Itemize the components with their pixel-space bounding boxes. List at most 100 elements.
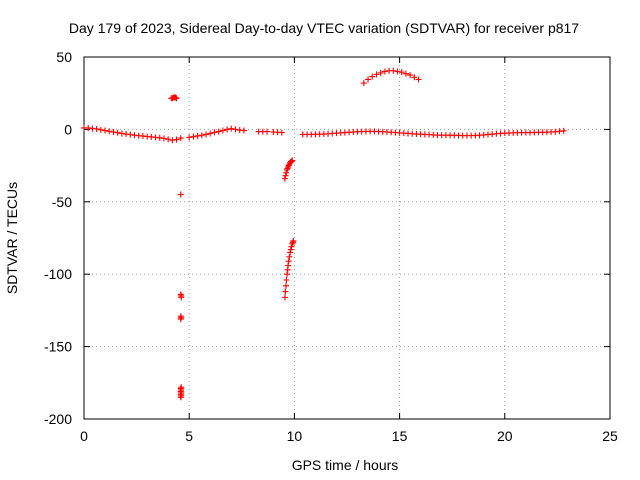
data-point: [278, 129, 285, 136]
data-point: [178, 294, 185, 301]
y-tick-label: -50: [52, 194, 72, 210]
data-point: [286, 253, 293, 260]
data-point: [289, 240, 296, 247]
y-tick-label: -150: [44, 339, 72, 355]
data-point: [172, 94, 179, 101]
data-point: [377, 69, 384, 76]
data-point: [194, 132, 201, 139]
data-point: [97, 126, 104, 133]
data-point: [232, 126, 239, 133]
chart-title: Day 179 of 2023, Sidereal Day-to-day VTE…: [69, 20, 579, 36]
data-point: [287, 249, 294, 256]
data-point: [118, 130, 125, 137]
x-tick-label: 5: [185, 428, 193, 444]
tick-labels: 0 5 10 15 20 25 -200 -150 -100 -50 0 50: [44, 49, 618, 444]
data-point: [224, 126, 231, 133]
plot-frame: [83, 56, 611, 420]
data-point: [394, 68, 401, 75]
data-point: [282, 282, 289, 289]
series-segment-2: [186, 125, 247, 141]
data-point: [560, 127, 567, 134]
data-point: [240, 127, 247, 134]
data-points: [81, 67, 567, 401]
data-point: [177, 191, 184, 198]
data-point: [281, 175, 288, 182]
data-point: [283, 276, 290, 283]
data-point: [284, 271, 291, 278]
data-point: [285, 164, 292, 171]
data-point: [264, 128, 271, 135]
data-point: [114, 129, 121, 136]
data-point: [365, 76, 372, 83]
x-tick-label: 20: [497, 428, 513, 444]
data-point: [211, 129, 218, 136]
data-point: [284, 165, 291, 172]
data-point: [215, 128, 222, 135]
data-point: [390, 67, 397, 74]
data-point: [285, 262, 292, 269]
data-point: [282, 288, 289, 295]
x-tick-label: 10: [287, 428, 303, 444]
series-arc: [360, 67, 422, 87]
data-point: [411, 74, 418, 81]
data-point: [177, 135, 184, 142]
data-point: [289, 157, 296, 164]
data-point: [290, 237, 297, 244]
data-point: [369, 73, 376, 80]
data-point: [228, 125, 235, 132]
data-point: [281, 294, 288, 301]
axis-ticks: [83, 56, 611, 420]
series-jump-4.3: [168, 94, 180, 102]
x-tick-label: 0: [80, 428, 88, 444]
data-point: [127, 131, 134, 138]
data-point: [198, 132, 205, 139]
data-point: [85, 124, 92, 131]
data-point: [173, 95, 180, 102]
data-point: [203, 131, 210, 138]
data-point: [415, 76, 422, 83]
data-point: [288, 158, 295, 165]
series-baseline: [81, 124, 184, 144]
data-point: [156, 134, 163, 141]
data-point: [110, 129, 117, 136]
data-point: [402, 70, 409, 77]
data-point: [177, 394, 184, 401]
data-point: [190, 133, 197, 140]
series-drop-9.6: [281, 157, 297, 301]
data-point: [177, 316, 184, 323]
data-point: [173, 136, 180, 143]
series-segment-3: [255, 128, 285, 136]
series-drop-4.6: [177, 191, 185, 401]
y-tick-label: -100: [44, 266, 72, 282]
data-point: [219, 127, 226, 134]
data-point: [160, 135, 167, 142]
data-point: [285, 258, 292, 265]
y-tick-label: 50: [56, 49, 72, 65]
series-segment-4: [299, 127, 567, 139]
data-point: [373, 71, 380, 78]
data-point: [381, 68, 388, 75]
data-point: [169, 137, 176, 144]
data-point: [102, 127, 109, 134]
y-axis-label: SDTVAR / TECUs: [4, 182, 20, 294]
y-tick-label: 0: [64, 121, 72, 137]
data-point: [165, 136, 172, 143]
data-point: [360, 80, 367, 87]
x-axis-label: GPS time / hours: [292, 457, 399, 473]
data-point: [398, 69, 405, 76]
data-point: [207, 130, 214, 137]
data-point: [283, 169, 290, 176]
data-point: [186, 134, 193, 141]
data-point: [287, 246, 294, 253]
data-point: [123, 131, 130, 138]
y-tick-label: -200: [44, 411, 72, 427]
x-tick-label: 25: [602, 428, 618, 444]
grid-lines: [84, 57, 610, 419]
data-point: [93, 125, 100, 132]
data-point: [407, 72, 414, 79]
data-point: [282, 172, 289, 179]
x-tick-label: 15: [392, 428, 408, 444]
data-point: [288, 243, 295, 250]
data-point: [106, 128, 113, 135]
